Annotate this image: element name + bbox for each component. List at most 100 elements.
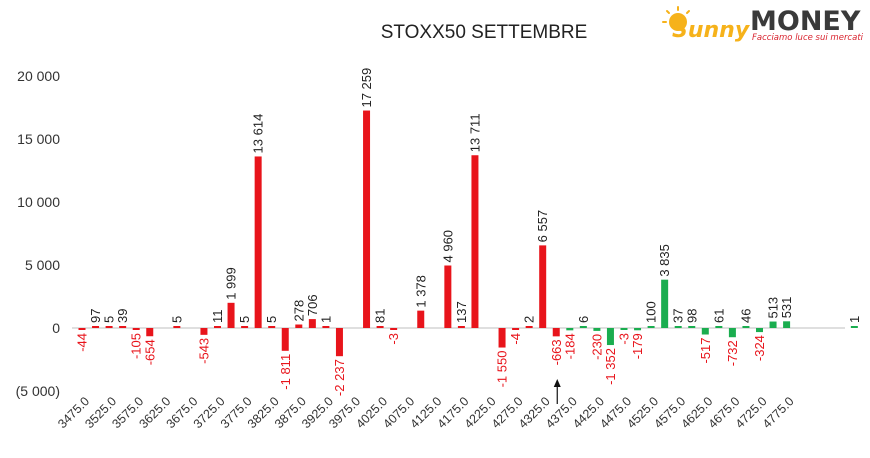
bar-4025	[376, 326, 384, 328]
data-label: 39	[115, 309, 130, 323]
bar-4775	[783, 321, 791, 328]
bar-4150	[444, 265, 452, 328]
bar-4525	[647, 326, 655, 328]
data-label: 6	[576, 316, 591, 323]
bar-4725	[756, 328, 763, 333]
bar-3800	[254, 156, 262, 328]
sunny-money-logo: Sunny MONEY Facciamo luce sui mercati	[662, 6, 864, 43]
data-label: 5	[264, 316, 279, 323]
data-label: -230	[589, 334, 604, 360]
data-label: -543	[196, 338, 211, 364]
bar-4425	[593, 328, 601, 331]
bar-3850	[281, 328, 289, 351]
data-label: -1 811	[278, 354, 293, 390]
data-label: 1 999	[224, 267, 239, 300]
bar-4625	[701, 328, 709, 335]
data-label: 100	[644, 301, 659, 323]
bar-3925	[322, 326, 330, 328]
bar-4650	[715, 326, 723, 328]
data-label: 137	[454, 301, 469, 323]
data-label: -105	[129, 333, 144, 359]
bar-3825	[268, 326, 276, 328]
bar-4100	[417, 310, 425, 328]
y-tick-label: 0	[52, 320, 60, 336]
data-label: -1 352	[603, 348, 618, 385]
bar-3775	[241, 326, 249, 328]
y-tick-label: 10 000	[17, 194, 60, 210]
bar-3875	[295, 324, 303, 328]
bar-4175	[457, 326, 465, 328]
data-label: -663	[549, 339, 564, 365]
bar-4575	[674, 326, 682, 328]
data-label: 1 378	[413, 275, 428, 308]
bar-4700	[742, 326, 750, 328]
data-label: 5	[102, 316, 117, 323]
bar-3600	[146, 328, 154, 337]
bar-4750	[769, 321, 777, 328]
bar-4450	[606, 328, 614, 346]
bar-4375	[566, 328, 574, 331]
data-label: 4 960	[440, 230, 455, 263]
data-label: 98	[684, 309, 699, 323]
data-label: 1	[318, 316, 333, 323]
y-tick-label: 15 000	[17, 131, 60, 147]
y-tick-label: 20 000	[17, 68, 60, 84]
logo-brand-right: MONEY	[750, 6, 861, 37]
data-label: 13 711	[467, 113, 482, 152]
bar-4275	[512, 328, 520, 330]
bar-3475	[78, 328, 86, 330]
y-tick-label: (5 000)	[16, 383, 60, 399]
bar-4050	[390, 328, 398, 330]
data-label: 61	[711, 309, 726, 323]
bar-3500	[92, 326, 100, 328]
data-label: 278	[291, 300, 306, 322]
bar-3750	[227, 302, 235, 328]
sun-icon	[662, 6, 690, 31]
data-label: 17 259	[359, 68, 374, 108]
bar-3700	[200, 328, 208, 335]
bar-3725	[214, 326, 221, 328]
data-label: 46	[738, 309, 753, 323]
y-axis: 20 000 15 000 10 000 5 000 0 (5 000)	[16, 68, 61, 399]
x-axis: 3475.03525.03575.03625.03675.03725.03775…	[55, 394, 797, 431]
bar-3575	[132, 328, 140, 330]
data-label: -44	[75, 333, 90, 352]
bar-4350	[552, 328, 560, 337]
data-label: 6 557	[535, 210, 550, 243]
bar-4400	[579, 326, 587, 328]
data-label: -179	[630, 333, 645, 359]
data-label: 5	[237, 316, 252, 323]
data-label: -654	[142, 339, 157, 365]
data-label: -3	[386, 333, 401, 345]
bar-3550	[119, 326, 127, 328]
data-label: -184	[562, 333, 577, 359]
data-label: -1 550	[495, 351, 510, 388]
data-label: 11	[210, 310, 225, 324]
bar-4200	[471, 155, 479, 328]
bar-4900	[850, 326, 858, 328]
data-label: 1	[847, 316, 862, 323]
data-label: 97	[88, 309, 103, 323]
bar-4675	[728, 328, 736, 338]
data-label: -4	[508, 333, 523, 345]
bar-4600	[688, 326, 696, 328]
data-label: -732	[725, 340, 740, 366]
data-label: 706	[305, 294, 320, 316]
data-label: 5	[169, 316, 184, 323]
bar-3900	[308, 319, 316, 328]
bar-4250	[498, 328, 506, 348]
bar-4500	[634, 328, 642, 331]
bar-4325	[539, 245, 547, 328]
bar-3525	[105, 326, 113, 328]
x-tick-label: 4775.0	[760, 394, 797, 431]
bar-series	[78, 110, 858, 357]
data-label: -517	[698, 338, 713, 364]
bar-3950	[335, 328, 343, 357]
data-label: -324	[752, 335, 767, 361]
bar-3650	[173, 326, 181, 328]
bar-4300	[525, 326, 533, 328]
logo-brand-left: Sunny	[672, 18, 751, 43]
data-label: 3 835	[657, 244, 672, 277]
